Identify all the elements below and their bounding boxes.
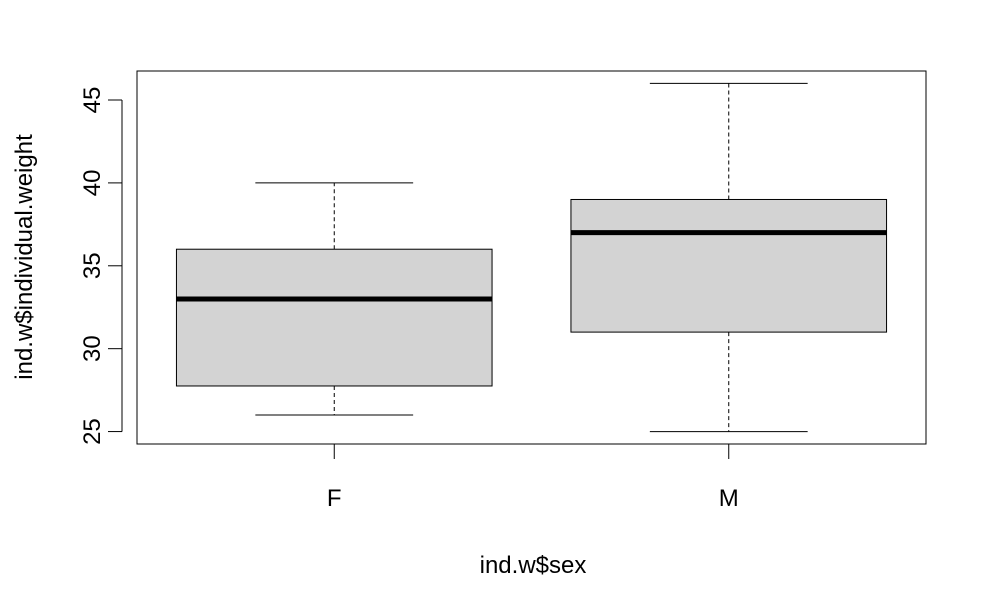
boxes <box>175 82 888 433</box>
x-axis-label: ind.w$sex <box>480 552 587 579</box>
box-f <box>175 182 493 416</box>
y-tick-label: 45 <box>79 87 106 114</box>
x-tick-label: F <box>327 485 342 512</box>
y-tick-label: 40 <box>79 170 106 197</box>
iqr-box <box>570 198 888 333</box>
box-m <box>570 82 888 433</box>
iqr-box <box>175 248 493 387</box>
y-axis: 25 30 35 40 45 <box>79 87 123 445</box>
y-tick-label: 25 <box>79 418 106 445</box>
x-tick-label: M <box>719 485 739 512</box>
y-tick-label: 30 <box>79 335 106 362</box>
y-tick-label: 35 <box>79 252 106 279</box>
y-axis-label: ind.w$individual.weight <box>11 134 38 380</box>
plot-frame <box>136 70 927 445</box>
